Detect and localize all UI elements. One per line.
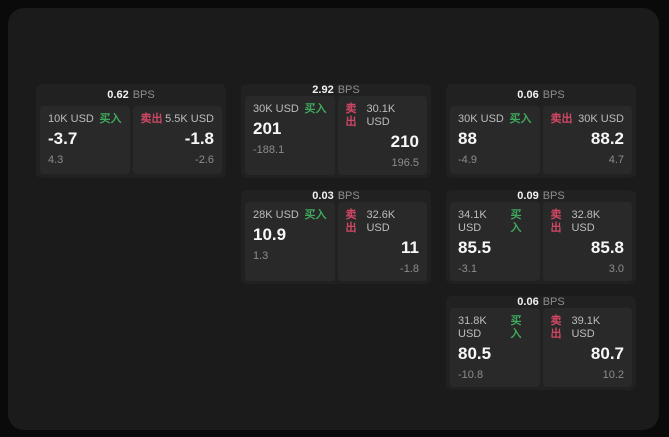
buy-price: 201 [253,119,282,138]
buy-pane[interactable]: 10K USD 买入 -3.7 4.3 [40,106,130,174]
bps-value: 2.92 [312,84,334,96]
quote-card: 0.06 BPS 30K USD 买入 88 -4.9 卖出 30K USD [446,84,636,178]
buy-tag: 买入 [510,315,522,340]
buy-delta: -10.8 [458,369,484,381]
buy-amount: 28K USD [253,209,299,221]
quote-cards-grid: 0.62 BPS 10K USD 买入 -3.7 4.3 卖出 5.5K USD [36,84,636,390]
buy-tag: 买入 [99,113,122,125]
quote-card: 0.03 BPS 28K USD 买入 10.9 1.3 卖出 32.6K US… [241,190,431,284]
card-header: 0.62 BPS [40,84,222,106]
sell-tag: 卖出 [140,113,163,125]
buy-tag: 买入 [304,209,327,221]
sell-delta: -2.6 [195,154,214,166]
buy-amount: 30K USD [253,103,299,115]
bps-value: 0.06 [517,89,539,101]
card-header: 0.09 BPS [450,190,632,202]
sell-tag: 卖出 [345,209,357,234]
buy-price: 80.5 [458,344,492,363]
sell-amount: 30K USD [578,113,624,125]
sell-price: 80.7 [590,344,624,363]
card-header: 0.03 BPS [245,190,427,202]
buy-price: 85.5 [458,238,492,257]
bps-value: 0.62 [107,89,129,101]
card-header: 0.06 BPS [450,296,632,308]
card-header: 0.06 BPS [450,84,632,106]
buy-amount: 34.1K USD [458,209,487,234]
buy-tag: 买入 [304,103,327,115]
buy-pane[interactable]: 30K USD 买入 88 -4.9 [450,106,540,174]
buy-price: 10.9 [253,225,287,244]
sell-tag: 卖出 [550,209,562,234]
buy-amount: 30K USD [458,113,504,125]
sell-tag: 卖出 [550,315,562,340]
sell-price: 85.8 [590,238,624,257]
sell-tag: 卖出 [345,103,357,128]
buy-delta: 4.3 [48,154,64,166]
buy-delta: -3.1 [458,263,477,275]
quote-card: 0.06 BPS 31.8K USD 买入 80.5 -10.8 卖出 39.1… [446,296,636,390]
buy-pane[interactable]: 30K USD 买入 201 -188.1 [245,96,335,175]
sell-pane[interactable]: 卖出 5.5K USD -1.8 -2.6 [132,106,222,174]
sell-pane[interactable]: 卖出 32.6K USD 11 -1.8 [337,202,427,281]
buy-delta: -4.9 [458,154,477,166]
bps-unit-label: BPS [542,89,565,101]
buy-delta: 1.3 [253,250,269,262]
sell-delta: 10.2 [602,369,624,381]
sell-price: 88.2 [590,129,624,148]
buy-amount: 10K USD [48,113,94,125]
buy-amount: 31.8K USD [458,315,487,340]
sell-pane[interactable]: 卖出 30K USD 88.2 4.7 [542,106,632,174]
bps-value: 0.06 [517,296,539,308]
buy-pane[interactable]: 34.1K USD 买入 85.5 -3.1 [450,202,540,281]
bps-unit-label: BPS [132,89,155,101]
sell-tag: 卖出 [550,113,573,125]
sell-amount: 32.6K USD [366,209,396,234]
buy-pane[interactable]: 28K USD 买入 10.9 1.3 [245,202,335,281]
buy-price: -3.7 [48,129,78,148]
sell-amount: 32.8K USD [571,209,601,234]
bps-unit-label: BPS [542,190,565,202]
quote-card: 0.62 BPS 10K USD 买入 -3.7 4.3 卖出 5.5K USD [36,84,226,178]
sell-delta: 4.7 [608,154,624,166]
sell-price: -1.8 [184,129,214,148]
bps-unit-label: BPS [542,296,565,308]
quote-card: 0.09 BPS 34.1K USD 买入 85.5 -3.1 卖出 32.8K… [446,190,636,284]
app-panel: 0.62 BPS 10K USD 买入 -3.7 4.3 卖出 5.5K USD [8,8,659,430]
sell-amount: 5.5K USD [165,113,214,125]
sell-price: 210 [390,132,419,151]
sell-price: 11 [401,238,419,257]
bps-value: 0.09 [517,190,539,202]
sell-amount: 39.1K USD [571,315,601,340]
buy-delta: -188.1 [253,144,285,156]
sell-delta: 3.0 [608,263,624,275]
card-header: 2.92 BPS [245,84,427,96]
bps-value: 0.03 [312,190,334,202]
sell-amount: 30.1K USD [366,103,396,128]
bps-unit-label: BPS [337,84,360,96]
sell-pane[interactable]: 卖出 39.1K USD 80.7 10.2 [542,308,632,387]
sell-delta: -1.8 [400,263,419,275]
buy-tag: 买入 [510,209,522,234]
buy-price: 88 [458,129,477,148]
bps-unit-label: BPS [337,190,360,202]
sell-delta: 196.5 [391,157,419,169]
buy-tag: 买入 [509,113,532,125]
quote-card: 2.92 BPS 30K USD 买入 201 -188.1 卖出 30.1K … [241,84,431,178]
sell-pane[interactable]: 卖出 32.8K USD 85.8 3.0 [542,202,632,281]
buy-pane[interactable]: 31.8K USD 买入 80.5 -10.8 [450,308,540,387]
sell-pane[interactable]: 卖出 30.1K USD 210 196.5 [337,96,427,175]
